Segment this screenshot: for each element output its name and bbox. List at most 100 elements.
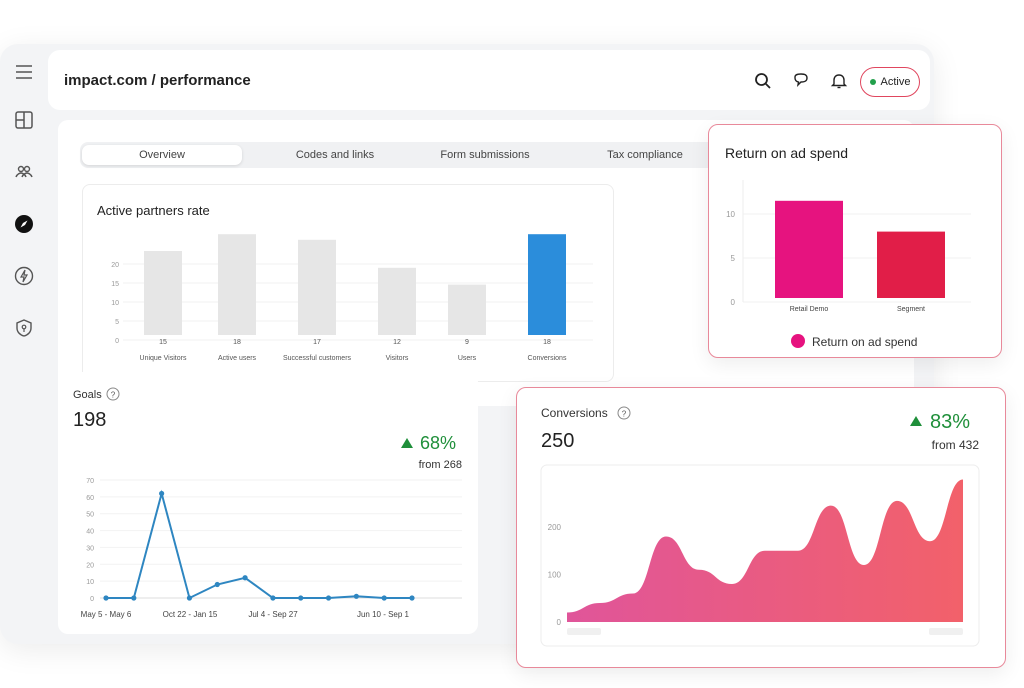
- roas-y-tick: 10: [726, 210, 735, 219]
- goals-y-tick: 20: [86, 562, 94, 569]
- apr-y-tick: 10: [111, 300, 119, 307]
- conversions-y-tick: 200: [548, 523, 562, 532]
- sidebar: [0, 44, 48, 644]
- conversions-help-glyph: ?: [622, 410, 627, 419]
- goals-from: from 268: [419, 459, 462, 471]
- conversions-card: Conversions ? 250 83% from 432 0 100 200: [516, 387, 1006, 668]
- conversions-y-tick: 0: [557, 618, 562, 627]
- goals-point: [409, 595, 415, 601]
- goals-title: Goals: [73, 389, 102, 401]
- top-bar: impact.com / performance Active: [48, 50, 930, 110]
- conversions-title: Conversions: [541, 406, 608, 420]
- apr-value-label: 18: [233, 339, 241, 346]
- shield-icon[interactable]: [14, 318, 34, 338]
- apr-value-label: 12: [393, 339, 401, 346]
- roas-bar: [775, 200, 843, 298]
- goals-x-label: May 5 - May 6: [81, 610, 132, 619]
- apr-bar: [528, 234, 566, 335]
- roas-chart: Return on ad spend Return on ad spend 0 5…: [725, 145, 971, 349]
- active-partners-card: Active partners rate 0 5 10 15 20 15 Unique Vi…: [82, 184, 614, 382]
- roas-y-tick: 0: [731, 298, 736, 307]
- goals-help-glyph: ?: [111, 391, 116, 400]
- goals-point: [242, 575, 248, 581]
- apr-value-label: 9: [465, 339, 469, 346]
- goals-point: [270, 595, 276, 601]
- goals-y-tick: 50: [86, 512, 94, 519]
- apr-y-tick: 15: [111, 281, 119, 288]
- goals-y-tick: 70: [86, 478, 94, 485]
- conversions-plot-frame: [540, 464, 980, 647]
- apr-bar: [448, 284, 486, 335]
- roas-category-label: Retail Demo: [790, 306, 829, 313]
- roas-legend-label: Return on ad spend: [812, 335, 917, 349]
- search-icon[interactable]: [754, 72, 772, 90]
- conversions-value: 250: [541, 430, 574, 452]
- apr-value-label: 17: [313, 339, 321, 346]
- goals-y-tick: 0: [90, 596, 94, 603]
- apr-bar: [218, 234, 256, 335]
- goals-series-line: [106, 489, 412, 600]
- chat-icon[interactable]: [792, 72, 810, 90]
- active-partners-title: Active partners rate: [97, 203, 210, 218]
- conversions-from: from 432: [932, 438, 980, 452]
- tab-tax-compliance[interactable]: Tax compliance: [607, 149, 683, 161]
- conversions-change: 83%: [930, 411, 970, 433]
- goals-point: [103, 595, 109, 601]
- goals-y-tick: 30: [86, 545, 94, 552]
- apr-category-label: Conversions: [528, 355, 567, 362]
- apr-bar: [378, 267, 416, 335]
- goals-point: [131, 595, 137, 601]
- tab-bar: Overview Codes and links Form submission…: [80, 142, 730, 168]
- goals-change: 68%: [420, 433, 456, 453]
- goals-x-label: Jul 4 - Sep 27: [248, 610, 298, 619]
- status-badge[interactable]: Active: [860, 67, 920, 97]
- apr-bar: [144, 251, 182, 335]
- goals-point: [325, 595, 332, 601]
- conversions-y-tick: 100: [548, 571, 562, 580]
- apr-y-tick: 5: [115, 319, 119, 326]
- apr-value-label: 18: [543, 339, 551, 346]
- apr-bar: [298, 239, 336, 335]
- goals-point: [381, 595, 387, 601]
- goals-point: [214, 581, 220, 588]
- lightning-icon[interactable]: [14, 266, 34, 286]
- goals-point: [298, 595, 304, 601]
- status-dot: [869, 79, 876, 85]
- roas-y-tick: 5: [731, 254, 736, 263]
- compass-icon[interactable]: [14, 214, 34, 234]
- conversions-help-icon[interactable]: [617, 406, 631, 420]
- tab-form-submissions[interactable]: Form submissions: [440, 149, 530, 161]
- goals-up-arrow-icon: [401, 438, 413, 448]
- goals-help-icon[interactable]: [106, 387, 120, 401]
- conversions-x-placeholder-end: [929, 628, 963, 635]
- dashboard-icon[interactable]: [14, 110, 34, 130]
- goals-point: [186, 595, 193, 601]
- apr-y-tick: 0: [115, 338, 119, 345]
- apr-y-tick: 20: [111, 262, 119, 269]
- apr-category-label: Unique Visitors: [140, 355, 187, 362]
- goals-y-tick: 60: [86, 495, 94, 502]
- goals-chart: Goals ? 198 68% from 268 0 10 20 30 40 50 60 70…: [73, 387, 462, 619]
- status-label: Active: [880, 76, 911, 88]
- goals-card: Goals ? 198 68% from 268 0 10 20 30 40 50 60 70…: [58, 372, 478, 634]
- apr-category-label: Successful customers: [283, 355, 352, 362]
- tab-overview[interactable]: Overview: [82, 145, 242, 165]
- roas-card: Return on ad spend Return on ad spend 0 5…: [708, 124, 1002, 358]
- partners-icon[interactable]: [14, 162, 34, 182]
- goals-point: [159, 490, 165, 497]
- apr-category-label: Users: [458, 355, 477, 362]
- page-title: impact.com / performance: [64, 72, 251, 89]
- conversions-x-placeholder-start: [567, 628, 601, 635]
- bell-icon[interactable]: [830, 72, 848, 90]
- goals-x-label: Oct 22 - Jan 15: [163, 610, 218, 619]
- goals-y-tick: 40: [86, 529, 94, 536]
- goals-y-tick: 10: [86, 579, 94, 586]
- apr-category-label: Active users: [218, 355, 257, 362]
- goals-x-label: Jun 10 - Sep 1: [357, 610, 410, 619]
- apr-category-label: Visitors: [386, 355, 409, 362]
- active-partners-chart: 0 5 10 15 20 15 Unique Visitors 18 Active users 1…: [111, 234, 593, 362]
- roas-title: Return on ad spend: [725, 145, 848, 161]
- roas-category-label: Segment: [897, 306, 925, 313]
- menu-icon[interactable]: [14, 62, 34, 82]
- tab-codes-and-links[interactable]: Codes and links: [295, 149, 375, 161]
